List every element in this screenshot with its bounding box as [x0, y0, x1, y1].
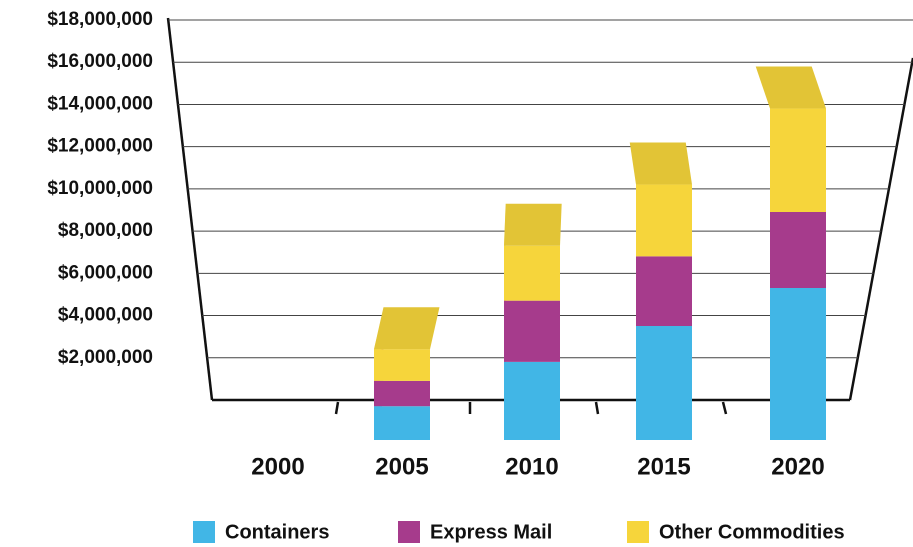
- left-wall: [166, 17, 214, 401]
- bar: [374, 349, 430, 381]
- floor-tick: [334, 401, 340, 415]
- x-tick-label: 2000: [251, 453, 304, 480]
- legend-swatch: [627, 521, 649, 543]
- y-tick-label: $4,000,000: [58, 305, 153, 326]
- bar: [636, 256, 692, 326]
- bar-top: [374, 307, 440, 350]
- right-wall: [848, 57, 913, 401]
- legend-label: Other Commodities: [659, 521, 845, 543]
- legend-label: Express Mail: [430, 521, 552, 543]
- floor-tick: [721, 401, 728, 415]
- bar-top: [629, 142, 692, 185]
- bar: [374, 380, 430, 407]
- x-tick-label: 2020: [771, 453, 824, 480]
- y-tick-label: $6,000,000: [58, 262, 153, 283]
- y-tick-label: $16,000,000: [47, 51, 153, 72]
- bar-top: [755, 66, 826, 109]
- y-tick-label: $2,000,000: [58, 347, 153, 368]
- bar: [770, 288, 826, 440]
- y-tick-label: $18,000,000: [47, 9, 153, 30]
- x-tick-label: 2005: [375, 453, 428, 480]
- x-tick-label: 2015: [637, 453, 690, 480]
- legend-swatch: [398, 521, 420, 543]
- bar: [636, 326, 692, 440]
- floor-tick: [594, 401, 600, 415]
- y-tick-label: $8,000,000: [58, 220, 153, 241]
- bar: [636, 184, 692, 257]
- bar: [504, 361, 560, 440]
- x-tick-label: 2010: [505, 453, 558, 480]
- y-tick-label: $14,000,000: [47, 93, 153, 114]
- legend-swatch: [193, 521, 215, 543]
- bar: [504, 245, 560, 301]
- bar: [374, 406, 430, 440]
- legend-label: Containers: [225, 521, 329, 543]
- y-tick-label: $12,000,000: [47, 136, 153, 157]
- bar-top: [504, 203, 562, 246]
- bar: [504, 300, 560, 362]
- y-tick-label: $10,000,000: [47, 178, 153, 199]
- bar: [770, 108, 826, 212]
- bar: [770, 212, 826, 288]
